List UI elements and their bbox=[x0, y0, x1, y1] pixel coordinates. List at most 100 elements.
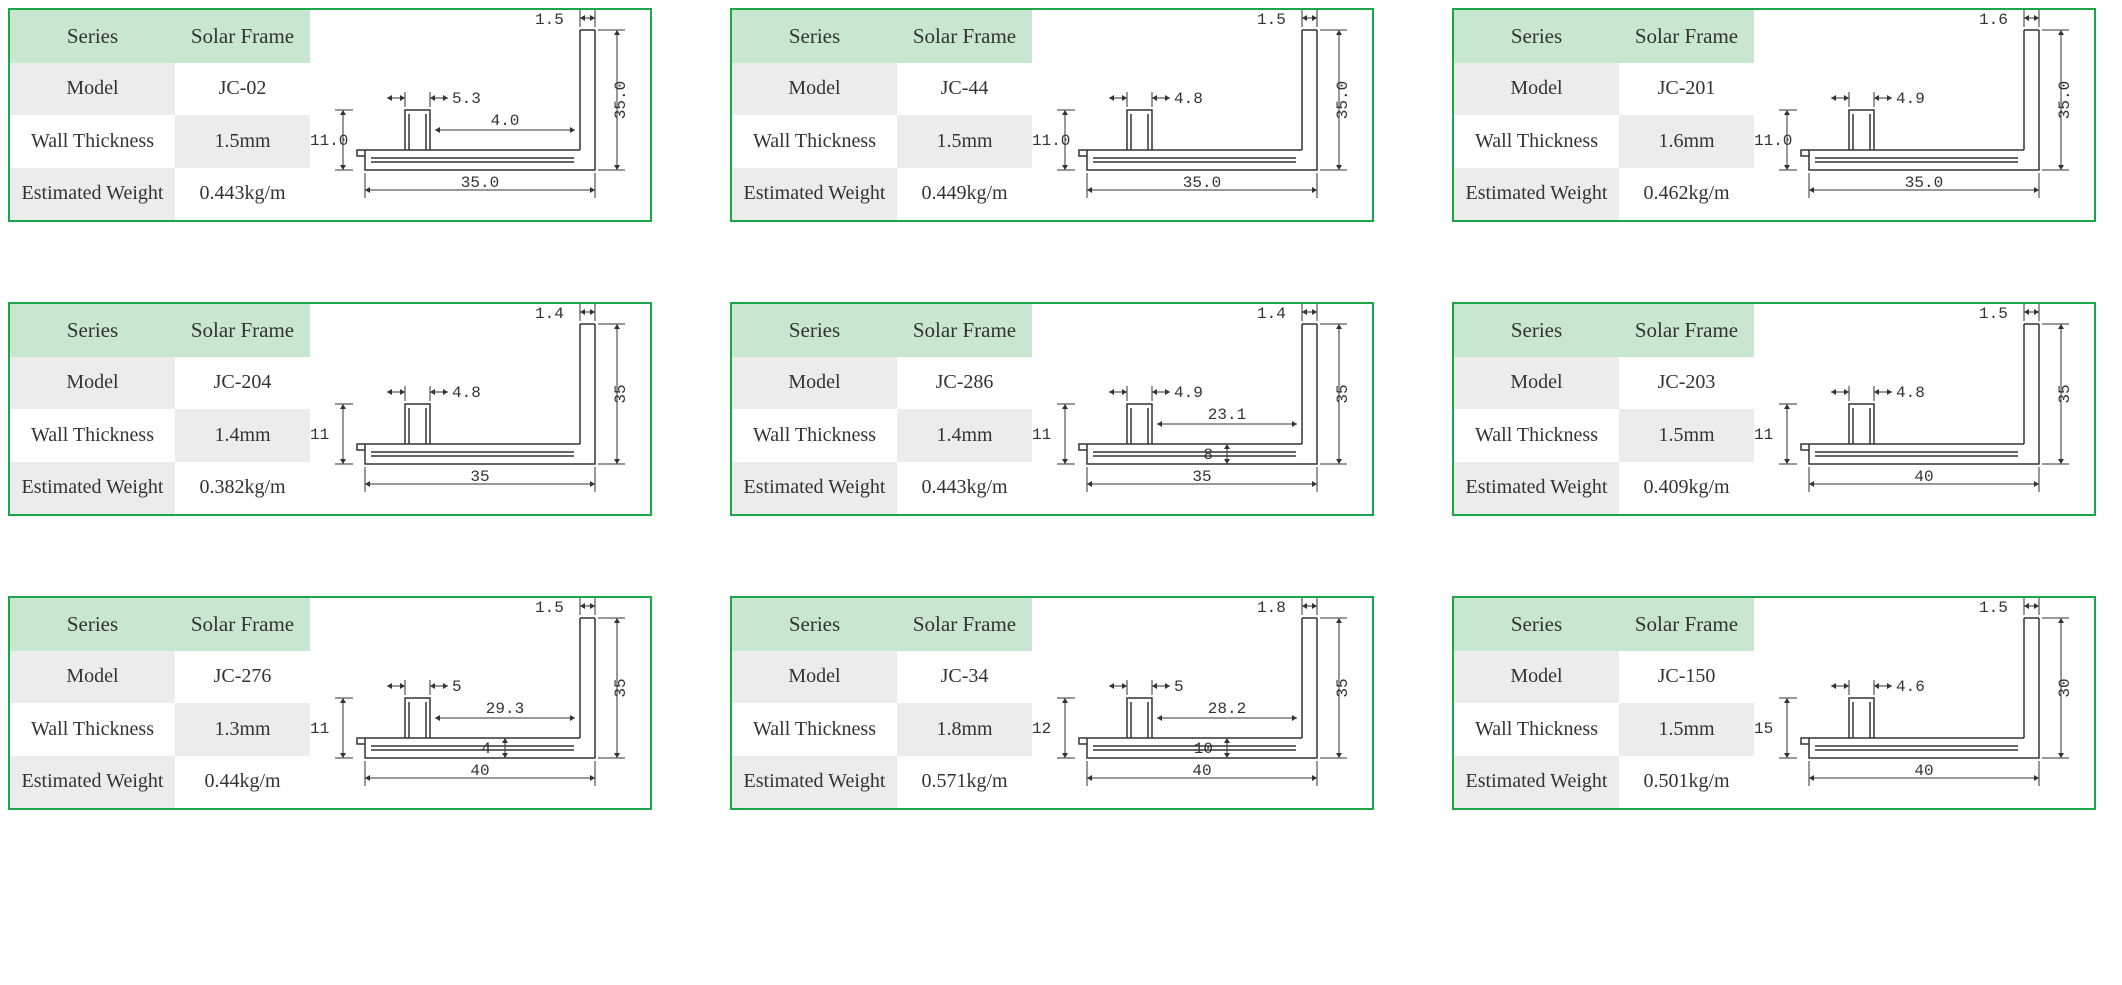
dim-left-height: 12 bbox=[1032, 720, 1051, 738]
spec-label-weight: Estimated Weight bbox=[732, 168, 897, 221]
dim-slot: 4.8 bbox=[452, 384, 481, 402]
dim-right-height: 35.0 bbox=[612, 81, 630, 119]
spec-table: Series Solar Frame Model JC-276 Wall Thi… bbox=[10, 598, 310, 808]
spec-value-weight: 0.449kg/m bbox=[897, 168, 1032, 221]
dim-slot: 4.9 bbox=[1174, 384, 1203, 402]
dim-extra: 28.2 bbox=[1208, 700, 1246, 718]
profile-diagram: 1.5 35 4.8 11 40 bbox=[1754, 304, 2094, 514]
product-card: Series Solar Frame Model JC-201 Wall Thi… bbox=[1452, 8, 2096, 222]
dim-bottom: 35.0 bbox=[1905, 174, 1943, 192]
profile-diagram: 1.5 30 4.6 15 40 bbox=[1754, 598, 2094, 808]
dim-right-height: 35.0 bbox=[2056, 81, 2074, 119]
dim-slot: 4.8 bbox=[1174, 90, 1203, 108]
profile-diagram: 1.4 35 4.8 11 35 bbox=[310, 304, 650, 514]
profile-diagram: 1.4 35 4.9 11 35 bbox=[1032, 304, 1372, 514]
dim-top: 1.6 bbox=[1979, 11, 2008, 29]
dim-bottom: 40 bbox=[470, 762, 489, 780]
spec-label-model: Model bbox=[10, 357, 175, 410]
dim-slot: 5 bbox=[1174, 678, 1184, 696]
spec-value-model: JC-276 bbox=[175, 651, 310, 704]
dim-bottom: 35 bbox=[1192, 468, 1211, 486]
dim-right-height: 35.0 bbox=[1334, 81, 1352, 119]
spec-value-model: JC-44 bbox=[897, 63, 1032, 116]
spec-table: Series Solar Frame Model JC-201 Wall Thi… bbox=[1454, 10, 1754, 220]
dim-top: 1.5 bbox=[1979, 599, 2008, 617]
spec-label-model: Model bbox=[10, 651, 175, 704]
spec-value-series: Solar Frame bbox=[897, 10, 1032, 63]
spec-value-series: Solar Frame bbox=[1619, 598, 1754, 651]
spec-label-model: Model bbox=[1454, 651, 1619, 704]
spec-value-weight: 0.443kg/m bbox=[175, 168, 310, 221]
spec-label-weight: Estimated Weight bbox=[732, 462, 897, 515]
spec-value-weight: 0.501kg/m bbox=[1619, 756, 1754, 809]
spec-value-series: Solar Frame bbox=[175, 10, 310, 63]
spec-label-weight: Estimated Weight bbox=[10, 168, 175, 221]
spec-value-series: Solar Frame bbox=[175, 304, 310, 357]
dim-slot: 4.9 bbox=[1896, 90, 1925, 108]
spec-value-wall: 1.8mm bbox=[897, 703, 1032, 756]
dim-bottom: 40 bbox=[1914, 468, 1933, 486]
dim-left-height: 11.0 bbox=[1032, 132, 1070, 150]
dim-top: 1.5 bbox=[535, 599, 564, 617]
dim-right-height: 35 bbox=[1334, 678, 1352, 697]
dim-top: 1.5 bbox=[1257, 11, 1286, 29]
spec-label-wall: Wall Thickness bbox=[1454, 409, 1619, 462]
spec-label-model: Model bbox=[1454, 63, 1619, 116]
spec-table: Series Solar Frame Model JC-203 Wall Thi… bbox=[1454, 304, 1754, 514]
product-card: Series Solar Frame Model JC-34 Wall Thic… bbox=[730, 596, 1374, 810]
spec-value-series: Solar Frame bbox=[175, 598, 310, 651]
spec-value-wall: 1.4mm bbox=[175, 409, 310, 462]
spec-value-series: Solar Frame bbox=[897, 598, 1032, 651]
profile-diagram: 1.6 35.0 4.9 11.0 bbox=[1754, 10, 2094, 220]
product-card: Series Solar Frame Model JC-204 Wall Thi… bbox=[8, 302, 652, 516]
spec-label-series: Series bbox=[1454, 598, 1619, 651]
spec-label-model: Model bbox=[1454, 357, 1619, 410]
spec-label-series: Series bbox=[10, 598, 175, 651]
dim-bottom: 35.0 bbox=[1183, 174, 1221, 192]
spec-table: Series Solar Frame Model JC-204 Wall Thi… bbox=[10, 304, 310, 514]
spec-value-model: JC-204 bbox=[175, 357, 310, 410]
spec-value-wall: 1.5mm bbox=[1619, 703, 1754, 756]
spec-table: Series Solar Frame Model JC-286 Wall Thi… bbox=[732, 304, 1032, 514]
spec-value-model: JC-201 bbox=[1619, 63, 1754, 116]
spec-label-wall: Wall Thickness bbox=[1454, 115, 1619, 168]
spec-value-wall: 1.3mm bbox=[175, 703, 310, 756]
profile-diagram: 1.8 35 5 12 40 bbox=[1032, 598, 1372, 808]
dim-extra: 29.3 bbox=[486, 700, 524, 718]
dim-left-height: 11.0 bbox=[1754, 132, 1792, 150]
spec-value-model: JC-203 bbox=[1619, 357, 1754, 410]
spec-table: Series Solar Frame Model JC-150 Wall Thi… bbox=[1454, 598, 1754, 808]
dim-left-height: 11.0 bbox=[310, 132, 348, 150]
dim-top: 1.4 bbox=[535, 305, 564, 323]
spec-label-series: Series bbox=[1454, 304, 1619, 357]
dim-slot: 5.3 bbox=[452, 90, 481, 108]
dim-top: 1.4 bbox=[1257, 305, 1286, 323]
dim-slot: 4.6 bbox=[1896, 678, 1925, 696]
dim-right-height: 35 bbox=[2056, 384, 2074, 403]
product-card: Series Solar Frame Model JC-44 Wall Thic… bbox=[730, 8, 1374, 222]
dim-right-height: 35 bbox=[1334, 384, 1352, 403]
profile-diagram: 1.5 35.0 4.8 11.0 bbox=[1032, 10, 1372, 220]
spec-label-wall: Wall Thickness bbox=[1454, 703, 1619, 756]
dim-top: 1.5 bbox=[1979, 305, 2008, 323]
spec-label-wall: Wall Thickness bbox=[732, 703, 897, 756]
spec-value-weight: 0.409kg/m bbox=[1619, 462, 1754, 515]
spec-value-model: JC-34 bbox=[897, 651, 1032, 704]
dim-extra2: 4 bbox=[481, 740, 491, 758]
spec-label-weight: Estimated Weight bbox=[1454, 168, 1619, 221]
product-card: Series Solar Frame Model JC-203 Wall Thi… bbox=[1452, 302, 2096, 516]
spec-value-series: Solar Frame bbox=[897, 304, 1032, 357]
spec-label-series: Series bbox=[732, 598, 897, 651]
spec-label-weight: Estimated Weight bbox=[10, 462, 175, 515]
dim-bottom: 35.0 bbox=[461, 174, 499, 192]
spec-value-weight: 0.462kg/m bbox=[1619, 168, 1754, 221]
spec-label-series: Series bbox=[732, 10, 897, 63]
spec-value-wall: 1.6mm bbox=[1619, 115, 1754, 168]
spec-label-series: Series bbox=[10, 304, 175, 357]
spec-label-model: Model bbox=[732, 63, 897, 116]
product-card: Series Solar Frame Model JC-276 Wall Thi… bbox=[8, 596, 652, 810]
dim-bottom: 40 bbox=[1914, 762, 1933, 780]
spec-value-weight: 0.44kg/m bbox=[175, 756, 310, 809]
spec-value-weight: 0.382kg/m bbox=[175, 462, 310, 515]
dim-slot: 4.8 bbox=[1896, 384, 1925, 402]
